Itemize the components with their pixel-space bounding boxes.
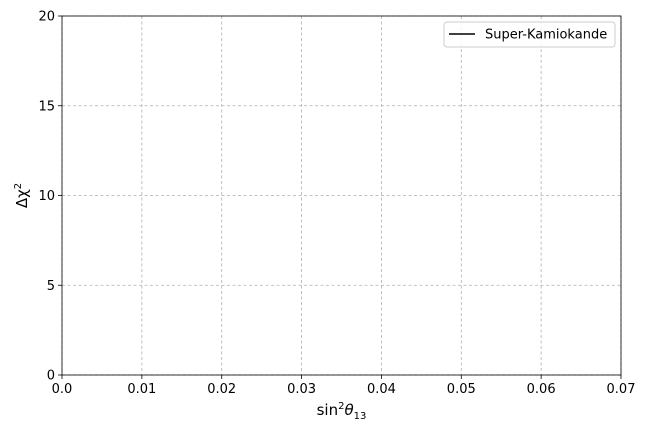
- x-axis-label-sub: 13: [354, 411, 367, 422]
- x-tick-label: 0.01: [127, 382, 156, 397]
- x-tick-label: 0.04: [367, 382, 396, 397]
- y-tick-label: 5: [47, 279, 55, 294]
- y-tick-label: 10: [38, 189, 55, 204]
- y-axis-label-sup: 2: [13, 183, 24, 189]
- x-axis-label: sin2θ13: [317, 401, 367, 422]
- y-tick-label: 15: [38, 99, 55, 114]
- x-tick-label: 0.02: [207, 382, 236, 397]
- x-axis-label-sup: 2: [338, 401, 344, 412]
- x-ticks: 0.0 0.01 0.02 0.03 0.04 0.05 0.06 0.07: [52, 375, 636, 397]
- y-tick-label: 0: [47, 369, 55, 384]
- y-axis-label-base: Δχ: [13, 189, 31, 208]
- grid: [61, 15, 622, 376]
- y-axis-label: Δχ2: [13, 183, 31, 208]
- x-axis-label-base: sin: [317, 401, 339, 419]
- x-tick-label: 0.07: [607, 382, 636, 397]
- x-tick-label: 0.05: [447, 382, 476, 397]
- legend-label-super-kamiokande: Super-Kamiokande: [485, 28, 607, 43]
- y-ticks: 0 5 10 15 20: [38, 10, 62, 384]
- x-tick-label: 0.06: [527, 382, 556, 397]
- y-tick-label: 20: [38, 10, 55, 25]
- x-axis-label-symbol: θ: [344, 401, 353, 419]
- legend-box: [443, 21, 616, 48]
- legend: Super-Kamiokande: [443, 21, 616, 48]
- x-tick-label: 0.03: [287, 382, 316, 397]
- x-tick-label: 0.0: [52, 382, 73, 397]
